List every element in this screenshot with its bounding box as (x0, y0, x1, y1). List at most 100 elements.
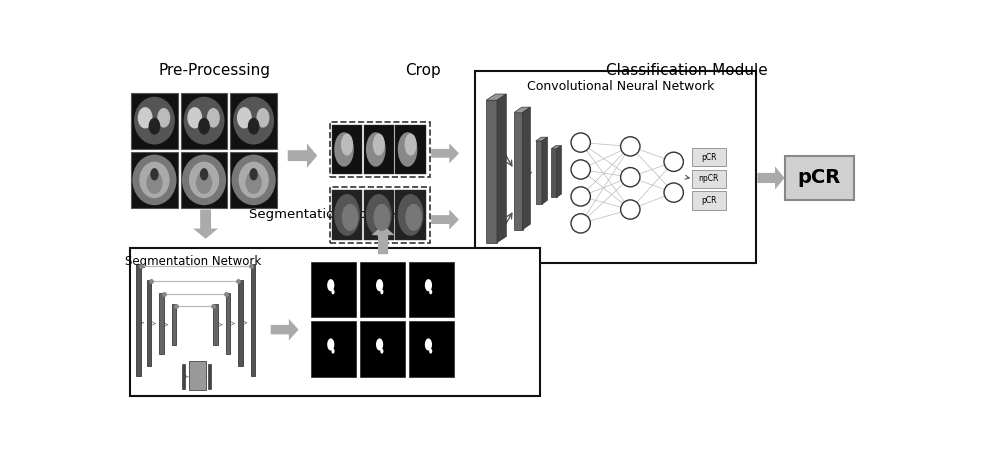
Text: Segmentation Network: Segmentation Network (125, 255, 261, 268)
Polygon shape (557, 146, 561, 197)
Ellipse shape (380, 349, 383, 354)
Text: pCR: pCR (701, 153, 716, 162)
Circle shape (571, 133, 590, 152)
FancyBboxPatch shape (332, 190, 362, 239)
FancyBboxPatch shape (332, 125, 362, 174)
Polygon shape (551, 148, 557, 197)
FancyBboxPatch shape (159, 292, 164, 354)
Polygon shape (288, 143, 317, 168)
Polygon shape (431, 210, 459, 230)
Text: Segmentation Module: Segmentation Module (249, 207, 396, 220)
Ellipse shape (134, 97, 175, 144)
Ellipse shape (232, 155, 276, 205)
Circle shape (621, 200, 640, 219)
Ellipse shape (189, 162, 219, 198)
Circle shape (621, 137, 640, 156)
Ellipse shape (233, 97, 274, 144)
FancyBboxPatch shape (364, 190, 394, 239)
Ellipse shape (237, 107, 252, 128)
Polygon shape (271, 319, 299, 341)
Ellipse shape (139, 162, 170, 198)
Circle shape (664, 183, 683, 202)
Polygon shape (431, 143, 459, 163)
Ellipse shape (327, 338, 334, 351)
Ellipse shape (398, 132, 417, 167)
FancyBboxPatch shape (475, 71, 756, 263)
Text: Convolutional Neural Network: Convolutional Neural Network (527, 80, 715, 93)
Text: Crop: Crop (406, 63, 441, 78)
Circle shape (571, 214, 590, 233)
FancyBboxPatch shape (208, 364, 211, 389)
Polygon shape (193, 210, 218, 239)
FancyBboxPatch shape (364, 125, 394, 174)
FancyBboxPatch shape (311, 321, 356, 377)
Ellipse shape (150, 168, 159, 180)
Ellipse shape (331, 349, 335, 354)
Polygon shape (514, 107, 530, 112)
FancyBboxPatch shape (330, 187, 430, 243)
Ellipse shape (196, 171, 212, 194)
Circle shape (664, 152, 683, 171)
Polygon shape (497, 94, 506, 243)
FancyBboxPatch shape (131, 93, 178, 148)
FancyBboxPatch shape (230, 152, 277, 208)
Ellipse shape (425, 338, 432, 351)
Ellipse shape (132, 155, 177, 205)
FancyBboxPatch shape (181, 152, 227, 208)
Polygon shape (371, 225, 395, 254)
Ellipse shape (376, 279, 383, 291)
Ellipse shape (380, 289, 383, 294)
Ellipse shape (374, 204, 390, 231)
FancyBboxPatch shape (360, 321, 405, 377)
FancyBboxPatch shape (226, 292, 230, 354)
Ellipse shape (248, 118, 259, 135)
Ellipse shape (366, 132, 386, 167)
FancyBboxPatch shape (182, 364, 185, 389)
Ellipse shape (334, 194, 360, 236)
Ellipse shape (327, 279, 334, 291)
Polygon shape (757, 166, 785, 189)
FancyBboxPatch shape (130, 248, 540, 396)
FancyBboxPatch shape (395, 190, 426, 239)
Circle shape (621, 167, 640, 187)
Polygon shape (514, 112, 523, 230)
Polygon shape (523, 107, 530, 230)
FancyBboxPatch shape (172, 304, 176, 345)
Ellipse shape (331, 289, 335, 294)
Ellipse shape (207, 108, 220, 128)
FancyBboxPatch shape (692, 148, 726, 166)
Ellipse shape (429, 289, 432, 294)
Text: npCR: npCR (698, 174, 719, 183)
FancyBboxPatch shape (181, 93, 227, 148)
Ellipse shape (157, 108, 170, 128)
Ellipse shape (182, 155, 226, 205)
Ellipse shape (256, 108, 269, 128)
Ellipse shape (429, 349, 432, 354)
FancyBboxPatch shape (131, 152, 178, 208)
FancyBboxPatch shape (213, 304, 218, 345)
Ellipse shape (376, 338, 383, 351)
FancyBboxPatch shape (189, 361, 206, 391)
FancyBboxPatch shape (785, 157, 854, 199)
FancyBboxPatch shape (147, 279, 151, 366)
Polygon shape (536, 141, 542, 204)
Circle shape (571, 160, 590, 179)
Ellipse shape (425, 279, 432, 291)
Text: Pre-Processing: Pre-Processing (158, 63, 270, 78)
FancyBboxPatch shape (251, 264, 255, 376)
FancyBboxPatch shape (692, 170, 726, 188)
FancyBboxPatch shape (311, 262, 356, 317)
FancyBboxPatch shape (409, 321, 454, 377)
Polygon shape (536, 137, 547, 141)
Text: pCR: pCR (798, 168, 841, 188)
Ellipse shape (342, 204, 358, 231)
Text: pCR: pCR (701, 196, 716, 205)
Ellipse shape (198, 118, 210, 135)
Ellipse shape (146, 171, 163, 194)
Polygon shape (486, 100, 497, 243)
Ellipse shape (149, 118, 160, 135)
Ellipse shape (246, 171, 262, 194)
FancyBboxPatch shape (409, 262, 454, 317)
Ellipse shape (366, 194, 392, 236)
FancyBboxPatch shape (238, 279, 243, 366)
